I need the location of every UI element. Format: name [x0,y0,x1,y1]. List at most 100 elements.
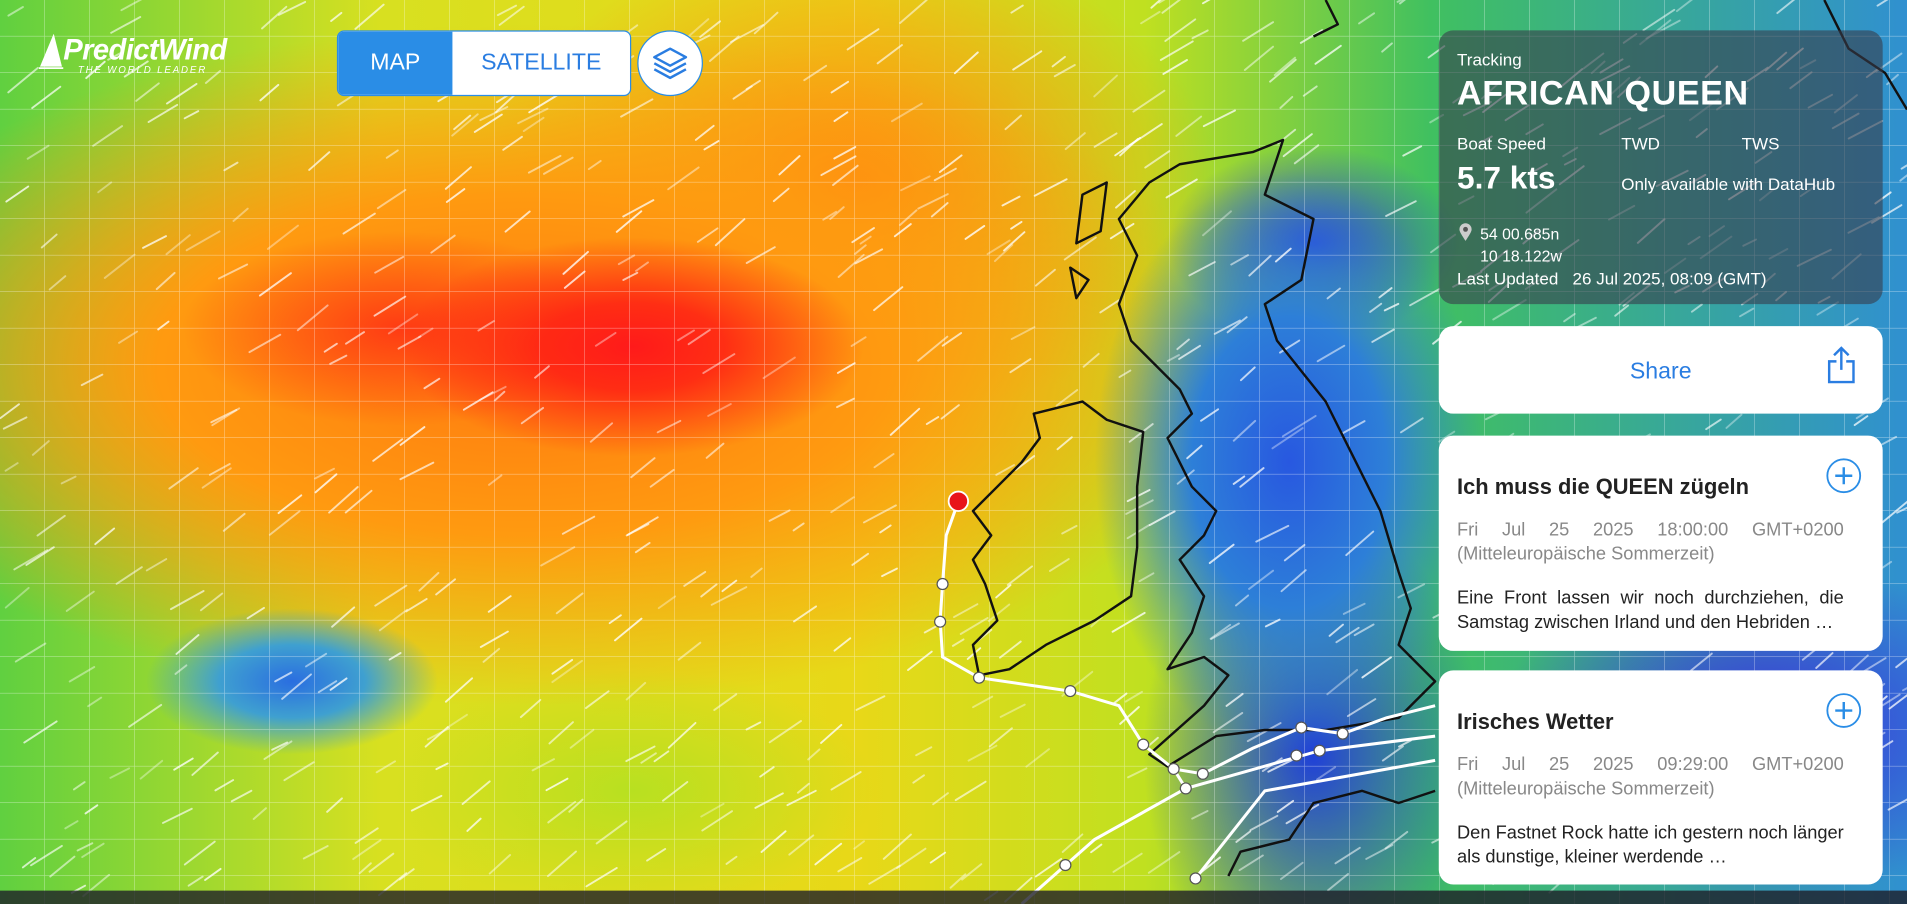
wind-streak [174,664,188,675]
wind-streak [832,164,859,186]
wind-streak [1093,74,1118,98]
wind-streak [745,79,761,91]
wind-streak [109,767,131,779]
wind-streak [118,330,139,344]
wind-streak [1126,488,1151,503]
wind-streak [175,634,200,655]
share-card[interactable]: Share [1438,326,1883,414]
wind-streak [1118,369,1132,379]
last-updated: 26 Jul 2025, 08:09 (GMT) [1572,268,1767,289]
track-point [934,615,947,628]
wind-streak [585,866,618,888]
wind-streak [788,834,815,856]
wind-streak [814,842,843,866]
wind-streak [833,146,857,160]
post-excerpt: Eine Front lassen wir noch durchziehen, … [1457,587,1844,633]
wind-streak [72,781,86,791]
boat-speed-label: Boat Speed [1457,133,1546,154]
wind-streak [1010,4,1024,14]
wind-streak [750,567,763,578]
wind-streak [768,509,791,522]
track-point [1064,684,1077,698]
wind-streak [700,583,718,598]
wind-streak [268,510,301,536]
wind-streak [373,295,407,317]
expand-button[interactable] [1826,457,1862,494]
wind-streak [882,833,912,860]
wind-streak [1232,475,1246,485]
wind-streak [1369,302,1383,313]
wind-streak [1396,0,1404,3]
wind-streak [714,218,746,247]
wind-streak [932,792,949,806]
post-date: Fri Jul 25 2025 18:00:00 GMT+0200 (Mitte… [1457,519,1844,565]
wind-streak [271,741,289,751]
wind-streak [49,855,76,878]
track [938,500,1436,904]
wind-streak [705,442,725,459]
wind-streak [929,851,947,864]
wind-streak [1191,29,1209,40]
wind-streak [568,798,584,813]
layers-button[interactable] [637,30,703,97]
wind-streak [1690,652,1713,672]
wind-streak [462,391,494,411]
map-button[interactable]: MAP [338,31,453,95]
wind-streak [1384,830,1409,850]
satellite-button[interactable]: SATELLITE [481,49,602,76]
wind-streak [1886,73,1899,86]
wind-streak [1341,420,1366,435]
wind-streak [687,328,711,346]
wind-streak [1176,469,1195,485]
wind-streak [314,473,338,494]
boat-position[interactable] [947,490,970,512]
wind-streak [1276,799,1295,813]
wind-streak [1210,622,1240,640]
wind-streak [1361,656,1393,679]
wind-streak [488,474,503,486]
wind-streak [890,102,923,123]
wind-streak [1896,506,1907,514]
wind-streak [281,673,312,700]
wind-streak [423,377,441,390]
wind-streak [634,541,651,554]
wind-streak [232,207,249,222]
wind-streak [375,760,397,774]
post-card[interactable]: Irisches Wetter Fri Jul 25 2025 09:29:00… [1438,670,1883,885]
expand-button[interactable] [1826,692,1862,729]
wind-streak [854,244,867,255]
wind-streak [330,11,343,22]
wind-streak [68,666,96,683]
wind-streak [792,522,805,532]
wind-streak [1293,144,1320,165]
wind-streak [745,246,776,264]
wind-streak [493,390,506,402]
logo-tagline: THE WORLD LEADER [77,64,208,76]
wind-streak [1248,254,1272,277]
wind-streak [677,641,702,661]
great-britain [1117,138,1437,768]
wind-streak [1328,623,1344,637]
wind-streak [555,592,584,615]
wind-streak [1025,748,1050,768]
wind-streak [1034,268,1056,287]
wind-streak [1335,626,1360,644]
wind-streak [656,419,682,434]
wind-streak [830,496,855,514]
wind-streak [1274,247,1292,263]
wind-streak [266,224,299,250]
wind-streak [169,589,205,611]
wind-streak [329,354,348,365]
wind-streak [263,740,293,760]
wind-streak [546,850,577,878]
track-point [1295,721,1308,734]
wind-streak [930,202,949,218]
wind-streak [1034,857,1063,878]
wind-streak [1776,0,1796,15]
wind-streak [204,69,222,84]
wind-streak [873,286,904,312]
wind-streak [21,857,37,869]
wind-streak [1148,510,1176,527]
wind-streak [358,862,372,875]
post-card[interactable]: Ich muss die QUEEN zügeln Fri Jul 25 202… [1438,435,1883,651]
